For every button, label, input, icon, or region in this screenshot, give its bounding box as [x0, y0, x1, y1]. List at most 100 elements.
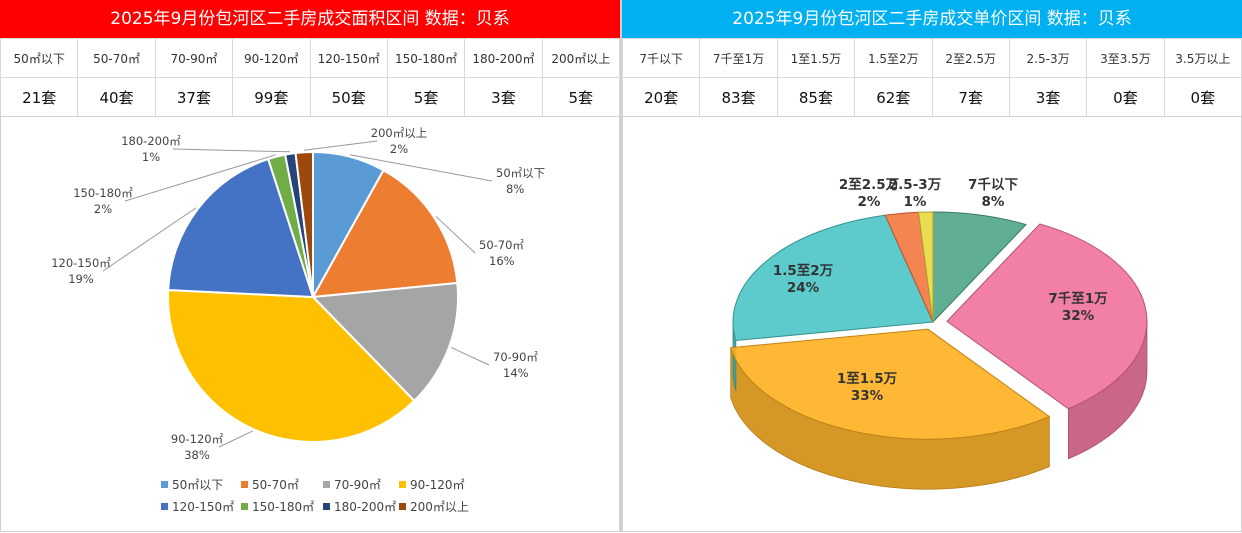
table-header-cell: 2至2.5万 [931, 38, 1010, 78]
left-value-row: 21套 40套 37套 99套 50套 5套 3套 5套 [0, 77, 621, 117]
left-title: 2025年9月份包河区二手房成交面积区间 数据：贝系 [0, 0, 620, 38]
slice-category-label: 200㎡以上 [371, 126, 427, 140]
legend-entry: 70-90㎡ [334, 478, 381, 492]
slice-percent-label: 19% [68, 272, 94, 286]
legend-swatch [399, 481, 406, 488]
legend-entry: 50㎡以下 [172, 478, 223, 492]
legend-swatch [241, 481, 248, 488]
slice-category-label: 2.5-3万 [889, 177, 941, 193]
leader-line [349, 154, 493, 182]
legend-swatch [241, 503, 248, 510]
pie-slice [294, 150, 314, 298]
slice-percent-label: 33% [851, 388, 884, 404]
legend-entry: 200㎡以上 [410, 500, 469, 514]
left-chart-box: 50㎡以下 8% 50-70㎡ 16% 70-90㎡ 14% 90-120㎡ 38% 120-1… [0, 116, 620, 532]
table-header-cell: 7千以下 [621, 38, 701, 78]
pie-slice [917, 211, 934, 323]
table-header-cell: 200㎡以上 [541, 38, 621, 78]
right-chart-box: 7千以下 8% 7千至1万 32% 1至1.5万 33% 1.5至2万 24% 2至2.5万 2%… [622, 116, 1242, 532]
table-value-cell: 50套 [309, 77, 388, 117]
slice-percent-label: 1% [142, 150, 160, 164]
slice-category-label: 180-200㎡ [121, 134, 181, 148]
slice-category-label: 7千至1万 [1048, 290, 1107, 307]
right-value-row: 20套 83套 85套 62套 7套 3套 0套 0套 [621, 77, 1242, 117]
right-title: 2025年9月份包河区二手房成交单价区间 数据：贝系 [622, 0, 1242, 38]
table-value-cell: 37套 [154, 77, 234, 117]
pie-slice [310, 281, 459, 403]
slice-category-label: 90-120㎡ [171, 432, 224, 446]
table-header-cell: 7千至1万 [699, 38, 778, 78]
left-stats-table: 50㎡以下 50-70㎡ 70-90㎡ 90-120㎡ 120-150㎡ 150-180㎡… [0, 38, 621, 117]
table-header-cell: 1.5至2万 [854, 38, 933, 78]
right-stats-table: 7千以下 7千至1万 1至1.5万 1.5至2万 2至2.5万 2.5-3万 3至3.5万 3… [621, 38, 1242, 117]
table-header-cell: 3.5万以上 [1163, 38, 1242, 78]
legend-entry: 180-200㎡ [334, 500, 396, 514]
pie-slice [167, 157, 315, 299]
leader-line [102, 207, 197, 272]
area-pie-chart: 50㎡以下 8% 50-70㎡ 16% 70-90㎡ 14% 90-120㎡ 38% 120-1… [51, 126, 545, 514]
table-header-cell: 3至3.5万 [1086, 38, 1165, 78]
pie-slice [946, 223, 1148, 410]
slice-percent-label: 8% [982, 194, 1005, 210]
table-header-cell: 120-150㎡ [309, 38, 388, 78]
slice-percent-label: 1% [904, 194, 927, 210]
legend-entry: 150-180㎡ [252, 500, 314, 514]
legend-swatch [323, 481, 330, 488]
slice-category-label: 50㎡以下 [496, 166, 545, 180]
leader-line [218, 430, 253, 448]
table-value-cell: 0套 [1086, 77, 1165, 117]
slice-percent-label: 14% [503, 366, 529, 380]
left-header-row: 50㎡以下 50-70㎡ 70-90㎡ 90-120㎡ 120-150㎡ 150-180㎡… [0, 38, 621, 78]
table-value-cell: 0套 [1163, 77, 1242, 117]
slice-percent-label: 32% [1062, 308, 1095, 324]
pie-slice [932, 211, 1027, 324]
leader-line [172, 148, 291, 153]
table-value-cell: 21套 [0, 77, 79, 117]
slice-category-label: 7千以下 [968, 176, 1018, 193]
leader-line [435, 216, 476, 254]
slice-percent-label: 2% [94, 202, 112, 216]
table-header-cell: 50㎡以下 [0, 38, 79, 78]
table-value-cell: 7套 [931, 77, 1010, 117]
table-value-cell: 40套 [77, 77, 156, 117]
right-panel: 2025年9月份包河区二手房成交单价区间 数据：贝系 7千以下 7千至1万 1至1.… [621, 0, 1242, 532]
legend-entry: 50-70㎡ [252, 478, 299, 492]
table-value-cell: 5套 [541, 77, 621, 117]
legend-entry: 90-120㎡ [410, 478, 465, 492]
slice-percent-label: 8% [506, 182, 524, 196]
table-header-cell: 150-180㎡ [386, 38, 466, 78]
left-panel: 2025年9月份包河区二手房成交面积区间 数据：贝系 50㎡以下 50-70㎡ 70… [0, 0, 621, 532]
legend-swatch [399, 503, 406, 510]
table-value-cell: 3套 [1008, 77, 1088, 117]
table-value-cell: 5套 [386, 77, 466, 117]
table-value-cell: 20套 [621, 77, 701, 117]
table-header-cell: 70-90㎡ [154, 38, 234, 78]
slice-percent-label: 38% [184, 448, 210, 462]
table-header-cell: 2.5-3万 [1008, 38, 1088, 78]
right-header-row: 7千以下 7千至1万 1至1.5万 1.5至2万 2至2.5万 2.5-3万 3至3.5万 3… [621, 38, 1242, 78]
pie-slice [311, 168, 459, 299]
slice-percent-label: 16% [489, 254, 515, 268]
slice-category-label: 150-180㎡ [73, 186, 133, 200]
slice-category-label: 1至1.5万 [837, 371, 897, 387]
legend-entry: 120-150㎡ [172, 500, 234, 514]
leader-line [304, 140, 378, 151]
slice-category-label: 120-150㎡ [51, 256, 111, 270]
slice-percent-label: 2% [858, 194, 881, 210]
legend-swatch [161, 503, 168, 510]
table-value-cell: 99套 [232, 77, 311, 117]
table-header-cell: 50-70㎡ [77, 38, 156, 78]
pie-slice [732, 214, 934, 342]
table-header-cell: 90-120㎡ [232, 38, 311, 78]
table-value-cell: 83套 [699, 77, 778, 117]
leader-line [124, 154, 277, 202]
slice-category-label: 1.5至2万 [773, 263, 833, 279]
table-value-cell: 62套 [854, 77, 933, 117]
slice-percent-label: 24% [787, 280, 820, 296]
legend-swatch [161, 481, 168, 488]
legend-swatch [323, 503, 330, 510]
table-header-cell: 1至1.5万 [776, 38, 856, 78]
slice-category-label: 70-90㎡ [493, 350, 538, 364]
pie-slice [167, 288, 416, 443]
